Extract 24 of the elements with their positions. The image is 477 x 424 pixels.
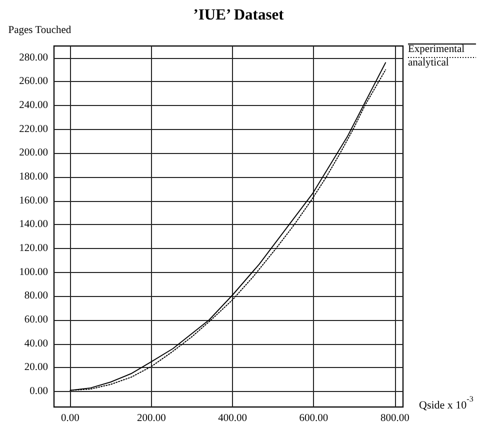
y-tick-label: 160.00 bbox=[19, 195, 48, 206]
x-tick-label: 600.00 bbox=[299, 413, 328, 424]
text: Experimental bbox=[408, 44, 465, 55]
y-tick-label: 140.00 bbox=[19, 219, 48, 230]
x-tick-label: 800.00 bbox=[380, 413, 410, 424]
y-tick-label: 100.00 bbox=[19, 266, 48, 278]
text: analytical bbox=[408, 58, 449, 68]
y-tick-label: 0.00 bbox=[30, 386, 48, 398]
y-tick-label: 220.00 bbox=[19, 124, 48, 135]
y-tick-label: 260.00 bbox=[19, 76, 48, 88]
y-tick-label: 20.00 bbox=[24, 362, 48, 374]
y-tick-label: 180.00 bbox=[19, 172, 48, 183]
y-tick-label: 60.00 bbox=[24, 314, 48, 326]
chart-title: ’IUE’ Dataset bbox=[193, 6, 285, 24]
y-tick-label: 200.00 bbox=[19, 148, 48, 159]
x-tick-label: 0.00 bbox=[61, 413, 80, 424]
x-tick-label: 200.00 bbox=[136, 413, 166, 424]
y-axis-title: Pages Touched bbox=[8, 25, 72, 36]
y-tick-label: 80.00 bbox=[24, 290, 48, 302]
y-tick-label: 40.00 bbox=[24, 338, 48, 350]
y-tick-label: 280.00 bbox=[19, 52, 48, 64]
y-tick-label: 240.00 bbox=[19, 100, 48, 112]
y-tick-label: 120.00 bbox=[19, 243, 48, 254]
x-tick-label: 400.00 bbox=[218, 413, 247, 424]
